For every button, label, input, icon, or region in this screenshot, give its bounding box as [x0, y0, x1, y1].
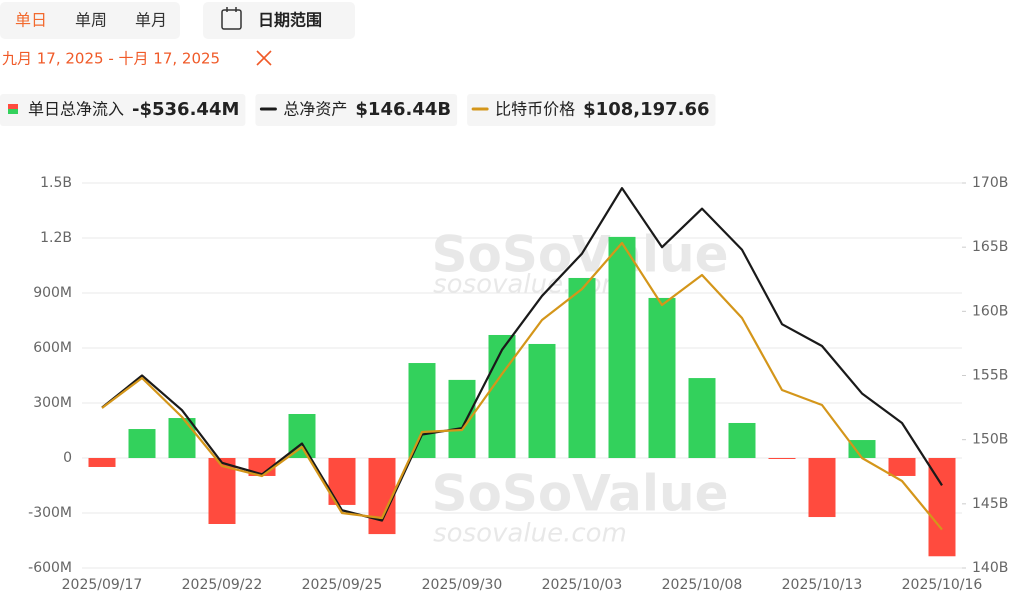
x-tick-label: 2025/09/30	[422, 577, 503, 593]
bar	[568, 277, 596, 458]
y-tick-label: 1.5B	[40, 175, 72, 191]
y2-tick-label: 170B	[972, 175, 1008, 191]
legend-label: 比特币价格	[495, 100, 575, 119]
y-tick-label: -300M	[28, 505, 72, 521]
legend-value: $146.44B	[355, 99, 451, 120]
tab[interactable]: 单月	[135, 11, 167, 30]
bar	[648, 297, 676, 458]
bar	[168, 418, 196, 458]
line	[101, 187, 943, 522]
bar	[88, 458, 116, 467]
y-tick-label: 900M	[33, 285, 72, 301]
y-tick-label: -600M	[28, 560, 72, 576]
calendar-icon	[221, 7, 242, 30]
bar	[888, 458, 916, 476]
y-tick-label: 600M	[33, 340, 72, 356]
legend: 单日总净流入 -$536.44M 总净资产 $146.44B 比特币价格 $108,197…	[0, 94, 716, 126]
bar	[448, 379, 476, 458]
bar	[128, 429, 156, 458]
x-tick-label: 2025/10/08	[662, 577, 743, 593]
tab[interactable]: 单周	[75, 11, 107, 30]
y2-tick-label: 150B	[972, 432, 1008, 448]
date-range: 九月 17, 2025 - 十月 17, 2025	[2, 50, 220, 68]
bar	[608, 236, 636, 458]
date-button-label[interactable]: 日期范围	[258, 11, 322, 30]
x-tick-label: 2025/09/25	[302, 577, 383, 593]
y-tick-label: 1.2B	[40, 230, 72, 246]
y2-tick-label: 140B	[972, 560, 1008, 576]
legend-bg	[0, 94, 246, 126]
line	[101, 241, 943, 531]
y-tick-label: 300M	[33, 395, 72, 411]
bar	[768, 458, 796, 459]
watermark-text: sosovalue.com	[433, 270, 627, 300]
legend-bg	[255, 94, 458, 126]
bar	[528, 343, 556, 458]
y2-tick-label: 160B	[972, 303, 1008, 319]
x-tick-label: 2025/09/17	[62, 577, 143, 593]
bar	[688, 378, 716, 458]
y2-tick-label: 165B	[972, 239, 1008, 255]
y2-tick-label: 145B	[972, 496, 1008, 512]
legend-value: -$536.44M	[132, 99, 239, 120]
legend-value: $108,197.66	[583, 99, 709, 120]
watermark-text: sosovalue.com	[433, 519, 627, 549]
legend-label: 单日总净流入	[28, 100, 124, 119]
tab-group	[0, 2, 180, 39]
legend-swatch	[8, 104, 18, 109]
legend-item: 比特币价格 $108,197.66	[467, 94, 716, 126]
legend-item: 单日总净流入 -$536.44M	[0, 94, 246, 126]
x-tick-label: 2025/09/22	[182, 577, 263, 593]
clear-icon[interactable]	[256, 50, 272, 66]
bar	[408, 363, 436, 458]
x-tick-label: 2025/10/03	[542, 577, 623, 593]
tab[interactable]: 单日	[15, 11, 47, 30]
x-tick-label: 2025/10/16	[902, 577, 983, 593]
bar	[808, 458, 836, 518]
legend-bg	[467, 94, 716, 126]
bar	[848, 440, 876, 458]
watermark-text: SoSoValue	[431, 465, 728, 523]
legend-label: 总净资产	[283, 100, 347, 119]
y-tick-label: 0	[63, 450, 72, 466]
bar	[728, 422, 756, 458]
legend-item: 总净资产 $146.44B	[255, 94, 458, 126]
y2-tick-label: 155B	[972, 368, 1008, 384]
legend-swatch	[8, 109, 18, 114]
bar	[488, 334, 516, 458]
x-tick-label: 2025/10/13	[782, 577, 863, 593]
bar	[928, 458, 956, 557]
